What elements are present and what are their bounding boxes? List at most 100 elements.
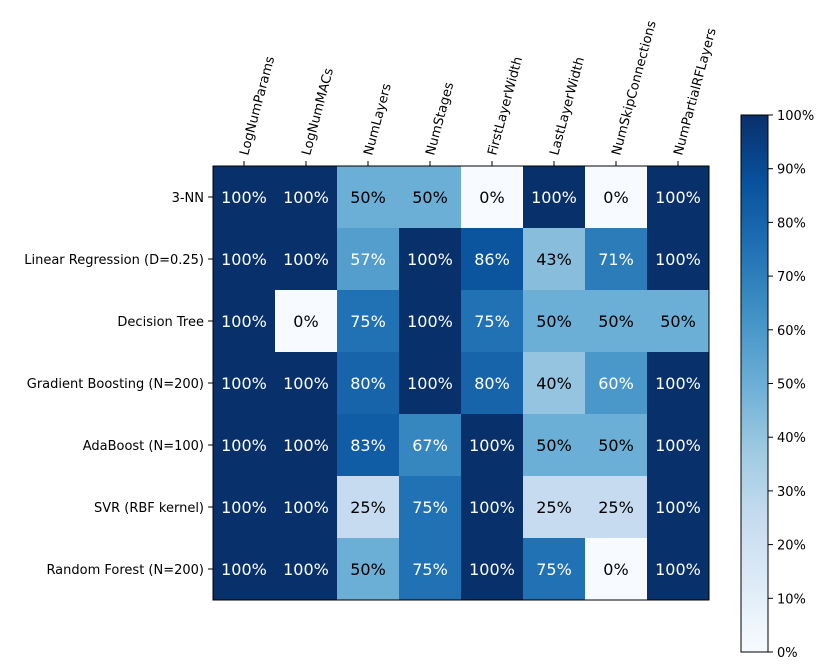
- heatmap-cell: [213, 414, 275, 476]
- heatmap-cell: [585, 414, 647, 476]
- heatmap-cell: [523, 538, 585, 600]
- heatmap-cell: [213, 538, 275, 600]
- cell-value-label: 100%: [655, 374, 701, 393]
- column-label: NumStages: [423, 81, 457, 158]
- heatmap-cell: [399, 228, 461, 290]
- heatmap-cell: [523, 352, 585, 414]
- cell-value-label: 50%: [598, 436, 634, 455]
- heatmap-cell: [275, 476, 337, 538]
- heatmap-cell: [399, 476, 461, 538]
- heatmap-cell: [585, 290, 647, 352]
- cell-value-label: 50%: [598, 312, 634, 331]
- cell-value-label: 100%: [655, 436, 701, 455]
- row-label: 3-NN: [172, 191, 204, 206]
- colorbar-tick-label: 60%: [777, 324, 806, 339]
- heatmap-cell: [337, 228, 399, 290]
- heatmap-cell: [213, 290, 275, 352]
- colorbar-tick-label: 20%: [777, 539, 806, 554]
- cell-value-label: 80%: [474, 374, 510, 393]
- cell-value-label: 75%: [474, 312, 510, 331]
- cell-value-label: 100%: [221, 560, 267, 579]
- row-label: SVR (RBF kernel): [94, 501, 204, 516]
- heatmap-cell: [647, 414, 709, 476]
- column-labels: LogNumParams LogNumMACs NumLayers NumStages…: [237, 19, 720, 166]
- heatmap-cell: [275, 352, 337, 414]
- cell-value-label: 50%: [350, 188, 386, 207]
- colorbar-tick-label: 90%: [777, 163, 806, 178]
- heatmap-cell: [337, 476, 399, 538]
- cell-value-label: 80%: [350, 374, 386, 393]
- heatmap-cell: [523, 290, 585, 352]
- heatmap-cell: [647, 352, 709, 414]
- column-label: NumPartialRFLayers: [671, 26, 719, 157]
- heatmap-cell: [647, 228, 709, 290]
- column-label: LastLayerWidth: [547, 56, 588, 158]
- heatmap-cell: [585, 352, 647, 414]
- heatmap-cell: [275, 166, 337, 228]
- colorbar-tick-label: 0%: [777, 646, 798, 661]
- cell-value-label: 60%: [598, 374, 634, 393]
- colorbar-tick-label: 70%: [777, 270, 806, 285]
- colorbar: 0% 10% 20% 30% 40% 50% 60% 70% 80% 90% 100%: [740, 109, 814, 661]
- heatmap-cell: [461, 352, 523, 414]
- heatmap-cell: [399, 538, 461, 600]
- cell-value-label: 100%: [531, 188, 577, 207]
- cell-value-label: 100%: [221, 188, 267, 207]
- colorbar-tick-label: 40%: [777, 431, 806, 446]
- cell-value-label: 25%: [598, 498, 634, 517]
- cell-value-label: 75%: [350, 312, 386, 331]
- heatmap-cell: [275, 414, 337, 476]
- heatmap-cell: [275, 538, 337, 600]
- cell-value-label: 100%: [283, 560, 329, 579]
- heatmap-cell: [461, 166, 523, 228]
- colorbar-tick-label: 80%: [777, 216, 806, 231]
- heatmap-cell: [585, 228, 647, 290]
- cell-value-label: 75%: [536, 560, 572, 579]
- cell-value-label: 100%: [283, 498, 329, 517]
- cell-value-label: 25%: [536, 498, 572, 517]
- cell-value-label: 0%: [479, 188, 504, 207]
- row-labels: 3-NN Linear Regression (D=0.25) Decision T…: [24, 191, 213, 578]
- heatmap-cell: [213, 228, 275, 290]
- cell-value-label: 71%: [598, 250, 634, 269]
- heatmap-cell: [647, 166, 709, 228]
- cell-value-label: 100%: [407, 374, 453, 393]
- cell-value-label: 86%: [474, 250, 510, 269]
- cell-value-label: 100%: [655, 188, 701, 207]
- heatmap-cell: [399, 166, 461, 228]
- cell-value-label: 67%: [412, 436, 448, 455]
- heatmap-cell: [461, 476, 523, 538]
- row-label: Linear Regression (D=0.25): [24, 253, 204, 268]
- cell-value-label: 25%: [350, 498, 386, 517]
- cell-value-label: 100%: [283, 436, 329, 455]
- colorbar-gradient: [740, 114, 769, 653]
- heatmap-cell: [523, 414, 585, 476]
- cell-value-label: 100%: [469, 498, 515, 517]
- colorbar-tick-label: 30%: [777, 485, 806, 500]
- cell-value-label: 100%: [469, 436, 515, 455]
- cell-value-label: 100%: [221, 374, 267, 393]
- cell-value-label: 100%: [655, 250, 701, 269]
- cell-value-label: 100%: [283, 188, 329, 207]
- heatmap-cell: [213, 352, 275, 414]
- cell-value-label: 100%: [283, 374, 329, 393]
- cell-value-label: 50%: [412, 188, 448, 207]
- heatmap-cell: [461, 228, 523, 290]
- heatmap-cell: [337, 290, 399, 352]
- cell-value-label: 40%: [536, 374, 572, 393]
- heatmap-cell: [647, 538, 709, 600]
- row-label: AdaBoost (N=100): [83, 439, 204, 454]
- row-label: Random Forest (N=200): [46, 563, 204, 578]
- cell-value-label: 75%: [412, 498, 448, 517]
- cell-value-label: 50%: [536, 312, 572, 331]
- colorbar-tick-label: 10%: [777, 592, 806, 607]
- cell-value-label: 0%: [293, 312, 318, 331]
- heatmap-cell: [647, 290, 709, 352]
- heatmap-cell: [585, 538, 647, 600]
- cell-value-label: 100%: [407, 312, 453, 331]
- heatmap-cell: [461, 538, 523, 600]
- column-label: NumLayers: [361, 82, 395, 157]
- heatmap-cell: [337, 166, 399, 228]
- heatmap-cells: 100% 100% 50% 50% 0% 100% 0% 100% 100% 100% 57% 100…: [213, 166, 709, 600]
